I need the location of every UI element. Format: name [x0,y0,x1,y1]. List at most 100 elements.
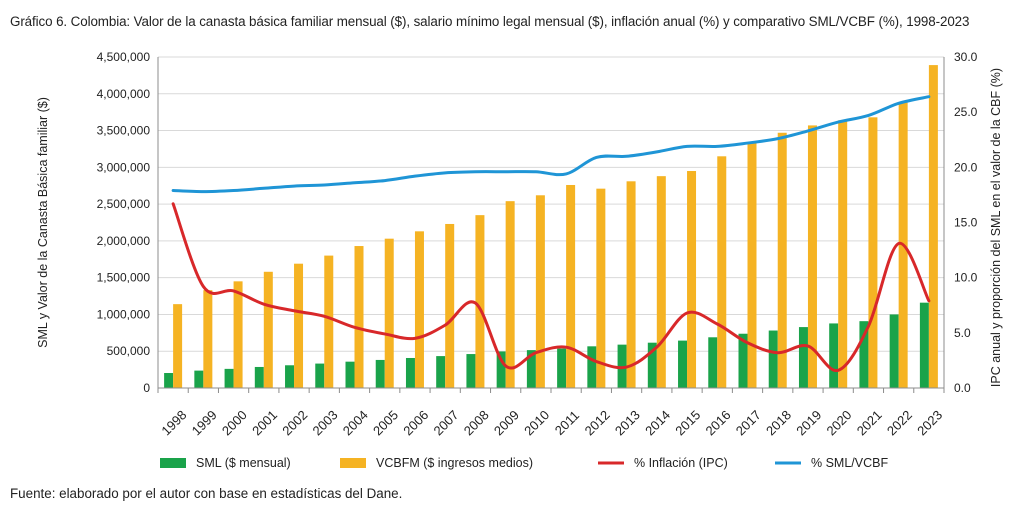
bar-vcbfm [535,195,545,388]
bar-sml [647,342,657,388]
bar-vcbfm [807,125,817,388]
line-sml-vcbf [171,95,931,194]
bar-vcbfm [928,65,938,388]
bar-vcbfm [747,143,757,388]
bar-vcbfm [566,184,576,388]
bar-sml [194,370,204,388]
bar-sml [738,333,748,388]
bar-sml [587,346,597,388]
y2-tick-label: 25.0 [954,105,978,119]
bar-sml [315,363,325,388]
y-tick-label: 1,000,000 [97,307,151,321]
bar-sml [405,357,415,388]
bar-vcbfm [475,215,485,388]
x-tick-label: 2007 [430,407,461,438]
bar-vcbfm [445,223,455,388]
bar-sml [224,368,234,388]
bar-vcbfm [233,281,243,388]
x-tick-label: 2001 [249,407,280,438]
bar-sml [829,323,839,388]
y2-tick-label: 20.0 [954,160,978,174]
x-tick-label: 2005 [370,407,401,438]
y-tick-label: 500,000 [107,344,151,358]
bar-vcbfm [173,304,183,388]
bar-vcbfm [687,171,697,388]
legend-sml-vcbf-label: % SML/VCBF [811,456,888,470]
bar-sml [164,373,174,388]
bar-vcbfm [263,271,273,388]
legend-vcbfm-label: VCBFM ($ ingresos medios) [376,456,533,470]
x-tick-label: 2018 [763,407,794,438]
x-tick-label: 1999 [189,407,220,438]
bar-sml [526,350,536,388]
y2-tick-label: 10.0 [954,271,978,285]
x-tick-label: 2019 [793,407,824,438]
x-tick-label: 2013 [612,407,643,438]
bar-sml [889,314,899,388]
x-tick-label: 2008 [461,407,492,438]
y-tick-label: 2,000,000 [97,234,151,248]
x-tick-label: 2021 [854,407,885,438]
x-tick-label: 2000 [219,407,250,438]
x-tick-label: 2022 [884,407,915,438]
legend-sml-swatch [160,458,186,468]
x-tick-label: 2017 [733,407,764,438]
x-tick-label: 2006 [400,407,431,438]
y2-tick-label: 15.0 [954,216,978,230]
y2-tick-label: 0.0 [954,381,971,395]
bar-vcbfm [294,263,304,388]
bar-vcbfm [656,176,666,388]
x-tick-label: 2003 [310,407,341,438]
x-tick-label: 2012 [582,407,613,438]
bar-sml [466,354,476,388]
y-tick-label: 1,500,000 [97,271,151,285]
y2-axis-title: IPC anual y proporción del SML en el val… [989,68,1003,387]
line-inflacion [171,202,931,372]
bar-vcbfm [838,120,848,388]
bar-vcbfm [505,201,515,388]
bar-vcbfm [717,156,727,388]
y-tick-label: 2,500,000 [97,197,151,211]
bar-vcbfm [384,238,394,388]
y2-tick-label: 30.0 [954,50,978,64]
y2-tick-label: 5.0 [954,326,971,340]
y-tick-label: 4,000,000 [97,87,151,101]
x-tick-label: 2002 [279,407,310,438]
bar-sml [708,337,718,388]
bar-vcbfm [868,117,878,388]
x-tick-label: 2009 [491,407,522,438]
x-tick-label: 2014 [642,407,673,438]
bar-sml [496,351,506,388]
bar-vcbfm [596,188,606,388]
legend-inflacion-label: % Inflación (IPC) [634,456,728,470]
y-tick-label: 0 [143,381,150,395]
bar-sml [859,321,869,388]
x-tick-label: 2010 [521,407,552,438]
legend-vcbfm-swatch [340,458,366,468]
x-tick-label: 2011 [552,408,582,438]
bar-sml [436,356,446,388]
bar-sml [557,348,567,388]
bar-sml [919,302,929,388]
bar-vcbfm [414,231,424,388]
bar-vcbfm [354,246,364,388]
bar-sml [678,340,688,388]
source-note: Fuente: elaborado por el autor con base … [10,486,403,501]
x-tick-label: 2023 [914,407,945,438]
x-tick-label: 2004 [340,407,371,438]
bar-sml [375,359,385,388]
y-tick-label: 4,500,000 [97,50,151,64]
y-tick-label: 3,000,000 [97,160,151,174]
y-tick-label: 3,500,000 [97,124,151,138]
bar-sml [345,361,355,388]
x-tick-label: 1998 [158,407,189,438]
bar-vcbfm [626,181,636,388]
y-axis-title: SML y Valor de la Canasta Básica familia… [36,97,50,348]
x-tick-label: 2020 [823,407,854,438]
legend-sml-label: SML ($ mensual) [196,456,291,470]
bar-vcbfm [324,255,334,388]
x-tick-label: 2016 [703,407,734,438]
bar-vcbfm [203,290,213,388]
x-tick-label: 2015 [672,407,703,438]
